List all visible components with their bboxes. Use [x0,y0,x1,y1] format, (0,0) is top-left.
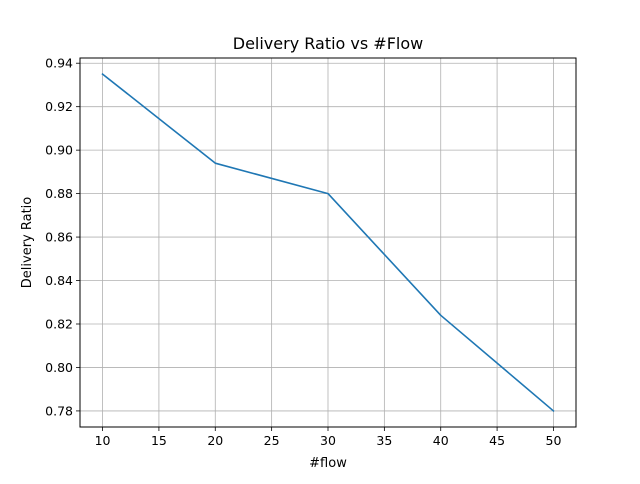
y-tick-label: 0.86 [45,230,73,245]
x-axis-title: #flow [309,456,347,471]
x-tick-label: 25 [264,433,280,448]
x-tick-label: 50 [546,433,562,448]
series-line [101,72,555,413]
y-tick-label: 0.82 [45,316,73,331]
x-tick-label: 15 [151,433,167,448]
x-tick-label: 35 [376,433,392,448]
y-tick-label: 0.90 [45,143,73,158]
x-tick-label: 30 [320,433,336,448]
x-tick-label: 45 [489,433,505,448]
x-tick-label: 20 [207,433,223,448]
axis-ticks: 10 15 20 25 30 35 40 45 50 0.78 0.80 0.82 0.84 0.86 0.… [45,56,561,448]
y-tick-label: 0.88 [45,186,73,201]
series-layer [101,72,555,413]
chart-title: Delivery Ratio vs #Flow [233,34,423,53]
y-tick-label: 0.80 [45,360,73,375]
y-tick-label: 0.84 [45,273,73,288]
x-tick-label: 10 [95,433,111,448]
x-tick-label: 40 [433,433,449,448]
y-tick-label: 0.78 [45,403,73,418]
y-tick-label: 0.94 [45,56,73,71]
grid-lines [80,58,576,427]
y-axis-title: Delivery Ratio [20,197,35,289]
y-tick-label: 0.92 [45,99,73,114]
